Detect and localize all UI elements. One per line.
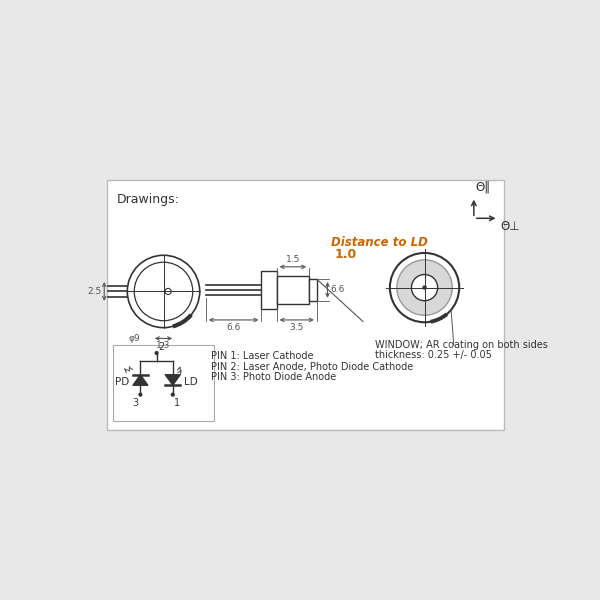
Bar xyxy=(262,271,277,309)
Text: 2: 2 xyxy=(158,341,164,352)
Text: 1.5: 1.5 xyxy=(286,256,300,265)
Circle shape xyxy=(390,253,459,322)
Text: Θ⊥: Θ⊥ xyxy=(501,220,520,233)
Circle shape xyxy=(172,393,174,396)
Text: WINDOW; AR coating on both sides: WINDOW; AR coating on both sides xyxy=(375,340,548,350)
Text: PIN 3: Photo Diode Anode: PIN 3: Photo Diode Anode xyxy=(211,372,337,382)
Circle shape xyxy=(134,262,193,321)
Text: 6.6: 6.6 xyxy=(226,323,241,332)
Bar xyxy=(277,276,309,304)
Circle shape xyxy=(139,393,142,396)
Text: φ9: φ9 xyxy=(129,334,140,343)
Circle shape xyxy=(423,286,426,289)
Text: 3.5: 3.5 xyxy=(290,323,304,332)
Text: 2.5: 2.5 xyxy=(87,287,101,296)
Text: 1: 1 xyxy=(174,398,181,408)
Text: PIN 1: Laser Cathode: PIN 1: Laser Cathode xyxy=(211,351,314,361)
Circle shape xyxy=(412,275,437,301)
Text: Drawings:: Drawings: xyxy=(116,193,179,206)
Text: 1.3: 1.3 xyxy=(157,341,170,350)
Text: 1.0: 1.0 xyxy=(334,248,356,260)
Text: LD: LD xyxy=(184,377,197,388)
Circle shape xyxy=(165,289,171,295)
Text: Θ‖: Θ‖ xyxy=(475,181,490,194)
Text: Distance to LD: Distance to LD xyxy=(331,236,427,249)
Text: 6.6: 6.6 xyxy=(331,286,345,295)
Bar xyxy=(107,180,504,430)
Circle shape xyxy=(127,255,200,328)
Bar xyxy=(309,279,317,301)
Text: PIN 2: Laser Anode, Photo Diode Cathode: PIN 2: Laser Anode, Photo Diode Cathode xyxy=(211,362,413,371)
Polygon shape xyxy=(133,374,148,385)
Circle shape xyxy=(155,352,158,355)
Polygon shape xyxy=(165,374,181,385)
Bar xyxy=(113,346,214,421)
Text: thickness: 0.25 +/- 0.05: thickness: 0.25 +/- 0.05 xyxy=(375,350,492,360)
Text: 3: 3 xyxy=(133,398,139,408)
Text: PD: PD xyxy=(115,377,130,388)
Circle shape xyxy=(397,260,452,316)
